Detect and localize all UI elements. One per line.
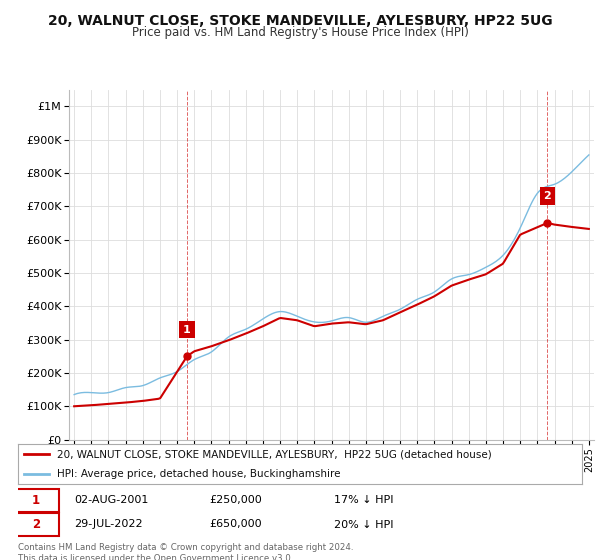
Text: 1: 1 [32,494,40,507]
Text: Contains HM Land Registry data © Crown copyright and database right 2024.
This d: Contains HM Land Registry data © Crown c… [18,543,353,560]
Text: £650,000: £650,000 [210,520,262,530]
Text: 29-JUL-2022: 29-JUL-2022 [74,520,143,530]
FancyBboxPatch shape [13,513,59,536]
Text: 2: 2 [32,518,40,531]
FancyBboxPatch shape [13,489,59,512]
Text: 20, WALNUT CLOSE, STOKE MANDEVILLE, AYLESBURY,  HP22 5UG (detached house): 20, WALNUT CLOSE, STOKE MANDEVILLE, AYLE… [58,449,492,459]
Text: Price paid vs. HM Land Registry's House Price Index (HPI): Price paid vs. HM Land Registry's House … [131,26,469,39]
Text: £250,000: £250,000 [210,495,263,505]
Text: 20, WALNUT CLOSE, STOKE MANDEVILLE, AYLESBURY, HP22 5UG: 20, WALNUT CLOSE, STOKE MANDEVILLE, AYLE… [47,14,553,28]
Text: 17% ↓ HPI: 17% ↓ HPI [334,495,394,505]
Text: 20% ↓ HPI: 20% ↓ HPI [334,520,394,530]
Text: 02-AUG-2001: 02-AUG-2001 [74,495,149,505]
Text: 2: 2 [544,192,551,201]
Text: HPI: Average price, detached house, Buckinghamshire: HPI: Average price, detached house, Buck… [58,469,341,479]
Text: 1: 1 [183,325,191,335]
